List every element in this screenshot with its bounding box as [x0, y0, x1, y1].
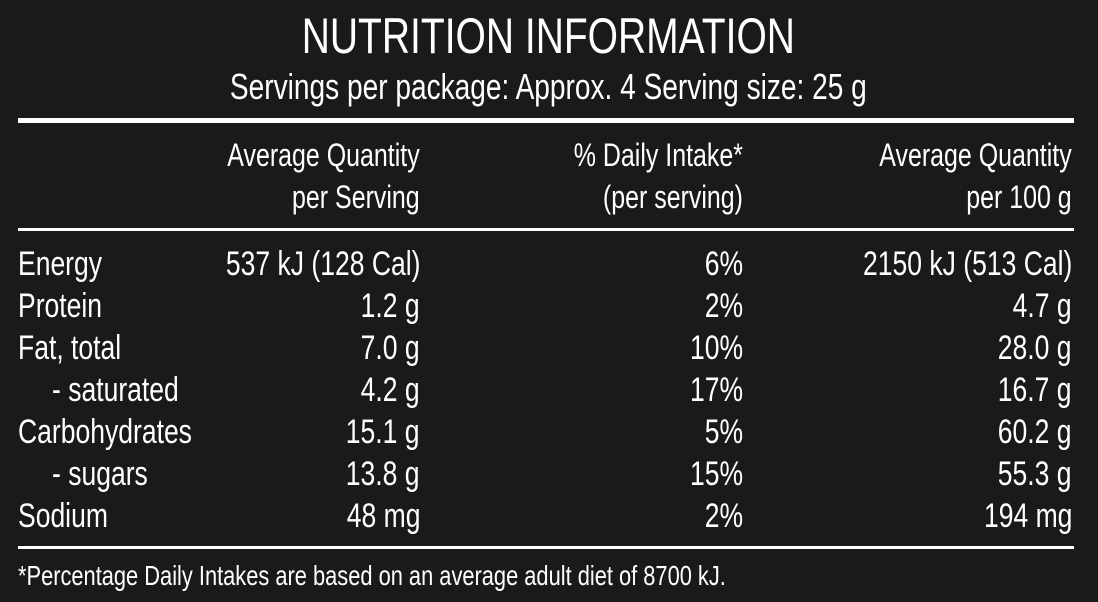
footnote: *Percentage Daily Intakes are based on a…: [18, 560, 726, 591]
header-divider: [18, 118, 1074, 123]
column-header-per-serving-line1: Average Quantity: [227, 137, 420, 173]
column-header-per-100g-line1: Average Quantity: [879, 137, 1072, 173]
daily-intake-value: 17%: [689, 371, 743, 409]
per-100g-value: 55.3 g: [998, 455, 1072, 493]
per-serving-value: 48 mg: [346, 497, 420, 535]
nutrient-row-sugars: - sugars 13.8 g 15% 55.3 g: [0, 453, 1098, 495]
daily-intake-value: 15%: [689, 455, 743, 493]
servings-info: Servings per package: Approx. 4 Serving …: [229, 66, 867, 107]
per-serving-value: 7.0 g: [361, 329, 420, 367]
panel-title: NUTRITION INFORMATION: [301, 8, 795, 64]
nutrient-name: - saturated: [52, 371, 179, 409]
per-100g-value: 194 mg: [983, 497, 1072, 535]
footnote-divider: [18, 546, 1074, 549]
column-header-per-serving-line2: per Serving: [292, 179, 420, 215]
per-100g-value: 28.0 g: [998, 329, 1072, 367]
per-100g-value: 60.2 g: [998, 413, 1072, 451]
nutrient-row-protein: Protein 1.2 g 2% 4.7 g: [0, 285, 1098, 327]
per-serving-value: 13.8 g: [346, 455, 420, 493]
nutrient-row-carbohydrates: Carbohydrates 15.1 g 5% 60.2 g: [0, 411, 1098, 453]
nutrient-name: Fat, total: [18, 329, 122, 367]
nutrient-row-saturated: - saturated 4.2 g 17% 16.7 g: [0, 369, 1098, 411]
per-serving-value: 1.2 g: [361, 287, 420, 325]
column-header-divider: [18, 228, 1074, 231]
per-100g-value: 16.7 g: [998, 371, 1072, 409]
daily-intake-value: 6%: [704, 245, 743, 283]
per-serving-value: 4.2 g: [361, 371, 420, 409]
daily-intake-value: 2%: [704, 287, 743, 325]
per-serving-value: 537 kJ (128 Cal): [225, 245, 420, 283]
per-100g-value: 4.7 g: [1013, 287, 1072, 325]
nutrient-name: Energy: [18, 245, 103, 283]
column-header-daily-intake-line1: % Daily Intake*: [573, 137, 743, 173]
daily-intake-value: 10%: [689, 329, 743, 367]
nutrient-name: - sugars: [52, 455, 148, 493]
nutrient-name: Sodium: [18, 497, 108, 535]
nutrient-row-energy: Energy 537 kJ (128 Cal) 6% 2150 kJ (513 …: [0, 243, 1098, 285]
column-header-per-serving: Average Quantity per Serving: [228, 134, 420, 218]
nutrient-row-fat-total: Fat, total 7.0 g 10% 28.0 g: [0, 327, 1098, 369]
per-100g-value: 2150 kJ (513 Cal): [862, 245, 1072, 283]
nutrient-name: Protein: [18, 287, 103, 325]
per-serving-value: 15.1 g: [346, 413, 420, 451]
column-header-per-100g-line2: per 100 g: [966, 179, 1072, 215]
daily-intake-value: 2%: [704, 497, 743, 535]
nutrient-name: Carbohydrates: [18, 413, 192, 451]
daily-intake-value: 5%: [704, 413, 743, 451]
column-header-per-100g: Average Quantity per 100 g: [880, 134, 1072, 218]
nutrient-row-sodium: Sodium 48 mg 2% 194 mg: [0, 495, 1098, 537]
column-header-daily-intake-line2: (per serving): [602, 179, 743, 215]
column-header-daily-intake: % Daily Intake* (per serving): [574, 134, 743, 218]
